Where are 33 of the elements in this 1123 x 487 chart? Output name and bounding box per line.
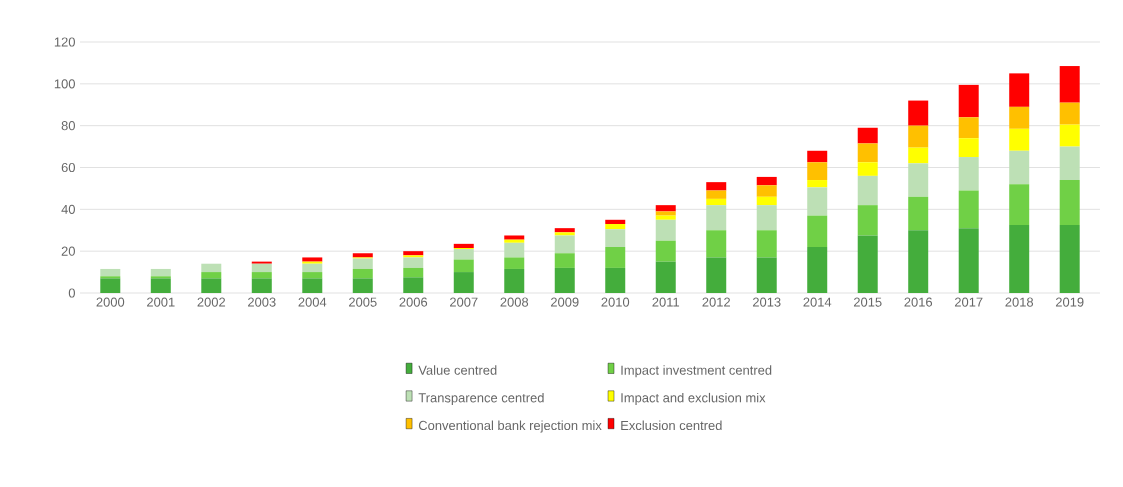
y-tick-label: 100: [54, 79, 75, 89]
legend-label: Impact and exclusion mix: [621, 392, 766, 405]
x-tick-label: 2006: [399, 297, 428, 307]
x-tick-label: 2003: [248, 297, 276, 307]
x-tick-label: 2000: [96, 297, 125, 307]
x-tick-label: 2018: [1005, 297, 1034, 307]
x-tick-label: 2012: [702, 297, 730, 307]
x-tick-label: 2013: [752, 297, 781, 307]
x-tick-label: 2008: [500, 297, 529, 307]
y-tick-label: 80: [61, 121, 75, 131]
legend-label: Value centred: [418, 365, 497, 375]
x-tick-label: 2004: [298, 297, 327, 307]
y-tick-label: 40: [61, 204, 75, 214]
y-tick-label: 20: [61, 246, 75, 256]
legend-label: Conventional bank rejection mix: [418, 420, 602, 433]
x-tick-label: 2002: [197, 297, 226, 307]
x-tick-label: 2007: [450, 297, 478, 307]
x-tick-label: 2015: [853, 297, 882, 307]
legend-label: Exclusion centred: [621, 420, 722, 431]
y-tick-label: 0: [68, 288, 75, 298]
legend-label: Impact investment centred: [621, 365, 772, 378]
y-tick-label: 120: [54, 37, 75, 47]
x-tick-label: 2009: [551, 297, 579, 307]
x-tick-label: 2014: [803, 297, 832, 307]
y-tick-label: 60: [61, 162, 75, 173]
legend-label: Transparence centred: [418, 392, 544, 405]
x-tick-label: 2011: [652, 297, 680, 307]
x-tick-label: 2019: [1055, 297, 1084, 307]
x-tick-label: 2010: [601, 297, 630, 307]
x-tick-label: 2005: [349, 297, 377, 307]
x-tick-label: 2001: [147, 297, 175, 307]
x-tick-label: 2017: [954, 297, 983, 307]
x-tick-label: 2016: [904, 297, 933, 307]
